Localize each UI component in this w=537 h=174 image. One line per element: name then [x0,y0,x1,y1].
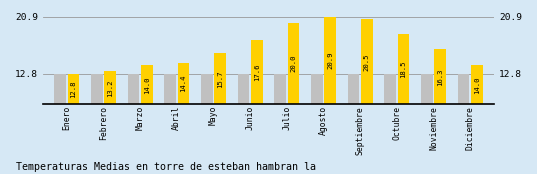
Bar [397,34,409,104]
Bar [348,74,359,104]
Bar [178,63,189,104]
Text: 18.5: 18.5 [401,60,407,78]
Text: 15.7: 15.7 [217,70,223,88]
Bar [104,71,116,104]
Bar [384,74,396,104]
Bar [128,74,140,104]
Bar [91,74,103,104]
Bar [458,74,469,104]
Bar [201,74,213,104]
Text: 16.3: 16.3 [437,68,443,86]
Bar [311,74,323,104]
Text: 20.0: 20.0 [291,55,296,72]
Bar [164,74,176,104]
Text: Temperaturas Medias en torre de esteban hambran la: Temperaturas Medias en torre de esteban … [16,162,316,172]
Bar [251,40,263,104]
Bar [421,74,433,104]
Bar [68,74,79,104]
Bar [324,17,336,104]
Text: 14.4: 14.4 [180,75,186,92]
Bar [214,53,226,104]
Bar [471,65,483,104]
Bar [288,23,299,104]
Text: 20.9: 20.9 [327,52,333,69]
Text: 12.8: 12.8 [70,80,76,98]
Text: 13.2: 13.2 [107,79,113,97]
Bar [361,19,373,104]
Bar [54,74,66,104]
Text: 17.6: 17.6 [254,63,260,81]
Bar [141,65,153,104]
Bar [274,74,286,104]
Bar [434,49,446,104]
Text: 20.5: 20.5 [364,53,370,71]
Text: 14.0: 14.0 [144,76,150,94]
Bar [238,74,249,104]
Text: 14.0: 14.0 [474,76,480,94]
